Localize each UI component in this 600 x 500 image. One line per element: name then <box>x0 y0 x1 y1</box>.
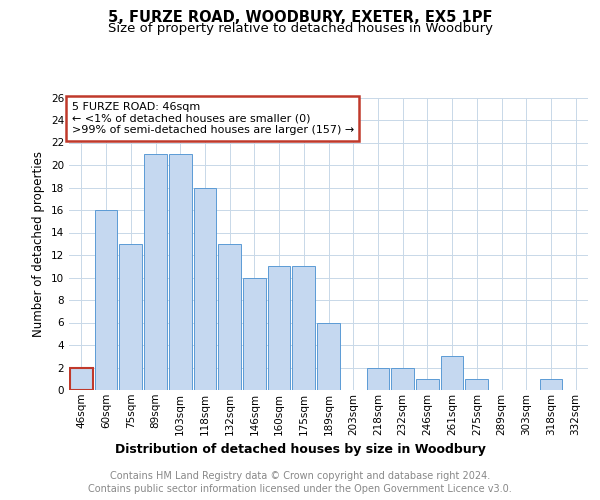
Text: Distribution of detached houses by size in Woodbury: Distribution of detached houses by size … <box>115 442 485 456</box>
Bar <box>169 154 191 390</box>
Text: 5 FURZE ROAD: 46sqm
← <1% of detached houses are smaller (0)
>99% of semi-detach: 5 FURZE ROAD: 46sqm ← <1% of detached ho… <box>71 102 354 135</box>
Bar <box>218 244 241 390</box>
Bar <box>539 379 562 390</box>
Text: Contains HM Land Registry data © Crown copyright and database right 2024.: Contains HM Land Registry data © Crown c… <box>110 471 490 481</box>
Bar <box>144 154 167 390</box>
Bar <box>367 368 389 390</box>
Text: 5, FURZE ROAD, WOODBURY, EXETER, EX5 1PF: 5, FURZE ROAD, WOODBURY, EXETER, EX5 1PF <box>108 10 492 25</box>
Bar <box>317 322 340 390</box>
Bar <box>194 188 216 390</box>
Bar <box>441 356 463 390</box>
Y-axis label: Number of detached properties: Number of detached properties <box>32 151 46 337</box>
Bar <box>391 368 414 390</box>
Bar <box>466 379 488 390</box>
Bar <box>243 278 266 390</box>
Bar <box>70 368 93 390</box>
Bar <box>119 244 142 390</box>
Text: Contains public sector information licensed under the Open Government Licence v3: Contains public sector information licen… <box>88 484 512 494</box>
Bar <box>292 266 315 390</box>
Bar <box>268 266 290 390</box>
Bar <box>416 379 439 390</box>
Text: Size of property relative to detached houses in Woodbury: Size of property relative to detached ho… <box>107 22 493 35</box>
Bar <box>95 210 118 390</box>
